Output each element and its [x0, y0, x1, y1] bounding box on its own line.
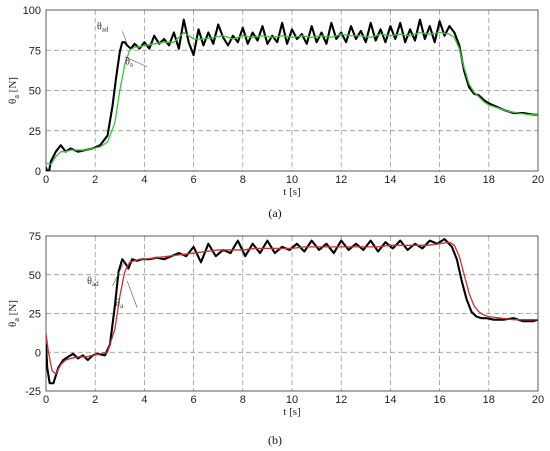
- annotation-leader: [122, 31, 128, 44]
- series-line-theta-ad: [46, 18, 538, 171]
- x-tick-label: 18: [483, 174, 495, 186]
- x-tick-label: 12: [335, 174, 347, 186]
- x-axis-label: t [s]: [283, 186, 300, 198]
- annotation-label: θad: [97, 21, 109, 33]
- annotation-main: θ: [87, 276, 92, 287]
- x-tick-label: 18: [483, 394, 495, 406]
- annotation-sub: a: [130, 61, 134, 69]
- y-tick-label: 0: [35, 166, 41, 178]
- x-tick-label: 4: [141, 394, 147, 406]
- y-tick-label: 50: [29, 270, 41, 282]
- annotation-leader: [126, 280, 138, 308]
- annotation-main: θ: [97, 21, 102, 32]
- annotation-sub: a: [120, 302, 124, 310]
- annotation-main: θ: [115, 298, 120, 309]
- y-axis-label-sub: a: [12, 95, 21, 99]
- panel-label-a: (a): [268, 206, 281, 220]
- panel-label-b: (b): [268, 433, 282, 447]
- y-axis-label: θa [N]: [7, 77, 21, 104]
- x-tick-label: 14: [384, 174, 396, 186]
- y-tick-label: 100: [23, 5, 41, 17]
- y-tick-label: 25: [29, 309, 41, 321]
- annotation-main: θ: [125, 57, 130, 68]
- y-axis-label-main: θ: [7, 322, 19, 327]
- series-line-theta-ad: [46, 238, 538, 385]
- series-line-theta-a: [46, 31, 538, 166]
- x-tick-label: 10: [286, 174, 298, 186]
- annotation-label: θa: [115, 298, 124, 310]
- x-tick-label: 6: [191, 394, 197, 406]
- y-tick-label: 50: [29, 86, 41, 98]
- x-tick-label: 8: [240, 394, 246, 406]
- x-tick-label: 14: [384, 394, 396, 406]
- y-axis-label-main: θ: [7, 99, 19, 104]
- x-tick-label: 2: [92, 394, 98, 406]
- x-axis-label-unit: [s]: [286, 406, 300, 418]
- y-tick-label: 75: [29, 45, 41, 57]
- y-axis-label-sub: a: [12, 318, 21, 322]
- y-axis-label: θa [N]: [7, 300, 21, 327]
- x-tick-label: 0: [43, 394, 49, 406]
- x-tick-label: 6: [191, 174, 197, 186]
- x-tick-label: 16: [433, 174, 445, 186]
- y-tick-label: 0: [35, 347, 41, 359]
- y-axis-label-unit: [N]: [7, 77, 19, 95]
- x-axis-label-main: t: [283, 406, 286, 418]
- x-tick-label: 20: [532, 174, 544, 186]
- x-tick-label: 12: [335, 394, 347, 406]
- x-axis-label-unit: [s]: [286, 186, 300, 198]
- y-tick-label: -25: [25, 386, 41, 398]
- x-axis-label: t [s]: [283, 406, 300, 418]
- annotation-label: θa: [125, 57, 134, 69]
- x-tick-label: 0: [43, 174, 49, 186]
- y-axis-label-unit: [N]: [7, 300, 19, 318]
- plot-frame: [45, 9, 539, 172]
- annotation-label: θad: [87, 276, 99, 288]
- x-tick-label: 10: [286, 394, 298, 406]
- y-tick-label: 25: [29, 126, 41, 138]
- y-tick-label: 75: [29, 231, 41, 243]
- x-tick-label: 20: [532, 394, 544, 406]
- annotation-leader: [124, 56, 148, 68]
- x-tick-label: 4: [141, 174, 147, 186]
- annotation-sub: ad: [92, 280, 99, 288]
- annotation-leader: [112, 260, 125, 287]
- x-tick-label: 16: [433, 394, 445, 406]
- plot-frame: [45, 235, 539, 392]
- series-line-theta-a: [46, 241, 538, 375]
- annotation-sub: ad: [102, 25, 109, 33]
- x-tick-label: 8: [240, 174, 246, 186]
- x-axis-label-main: t: [283, 186, 286, 198]
- x-tick-label: 2: [92, 174, 98, 186]
